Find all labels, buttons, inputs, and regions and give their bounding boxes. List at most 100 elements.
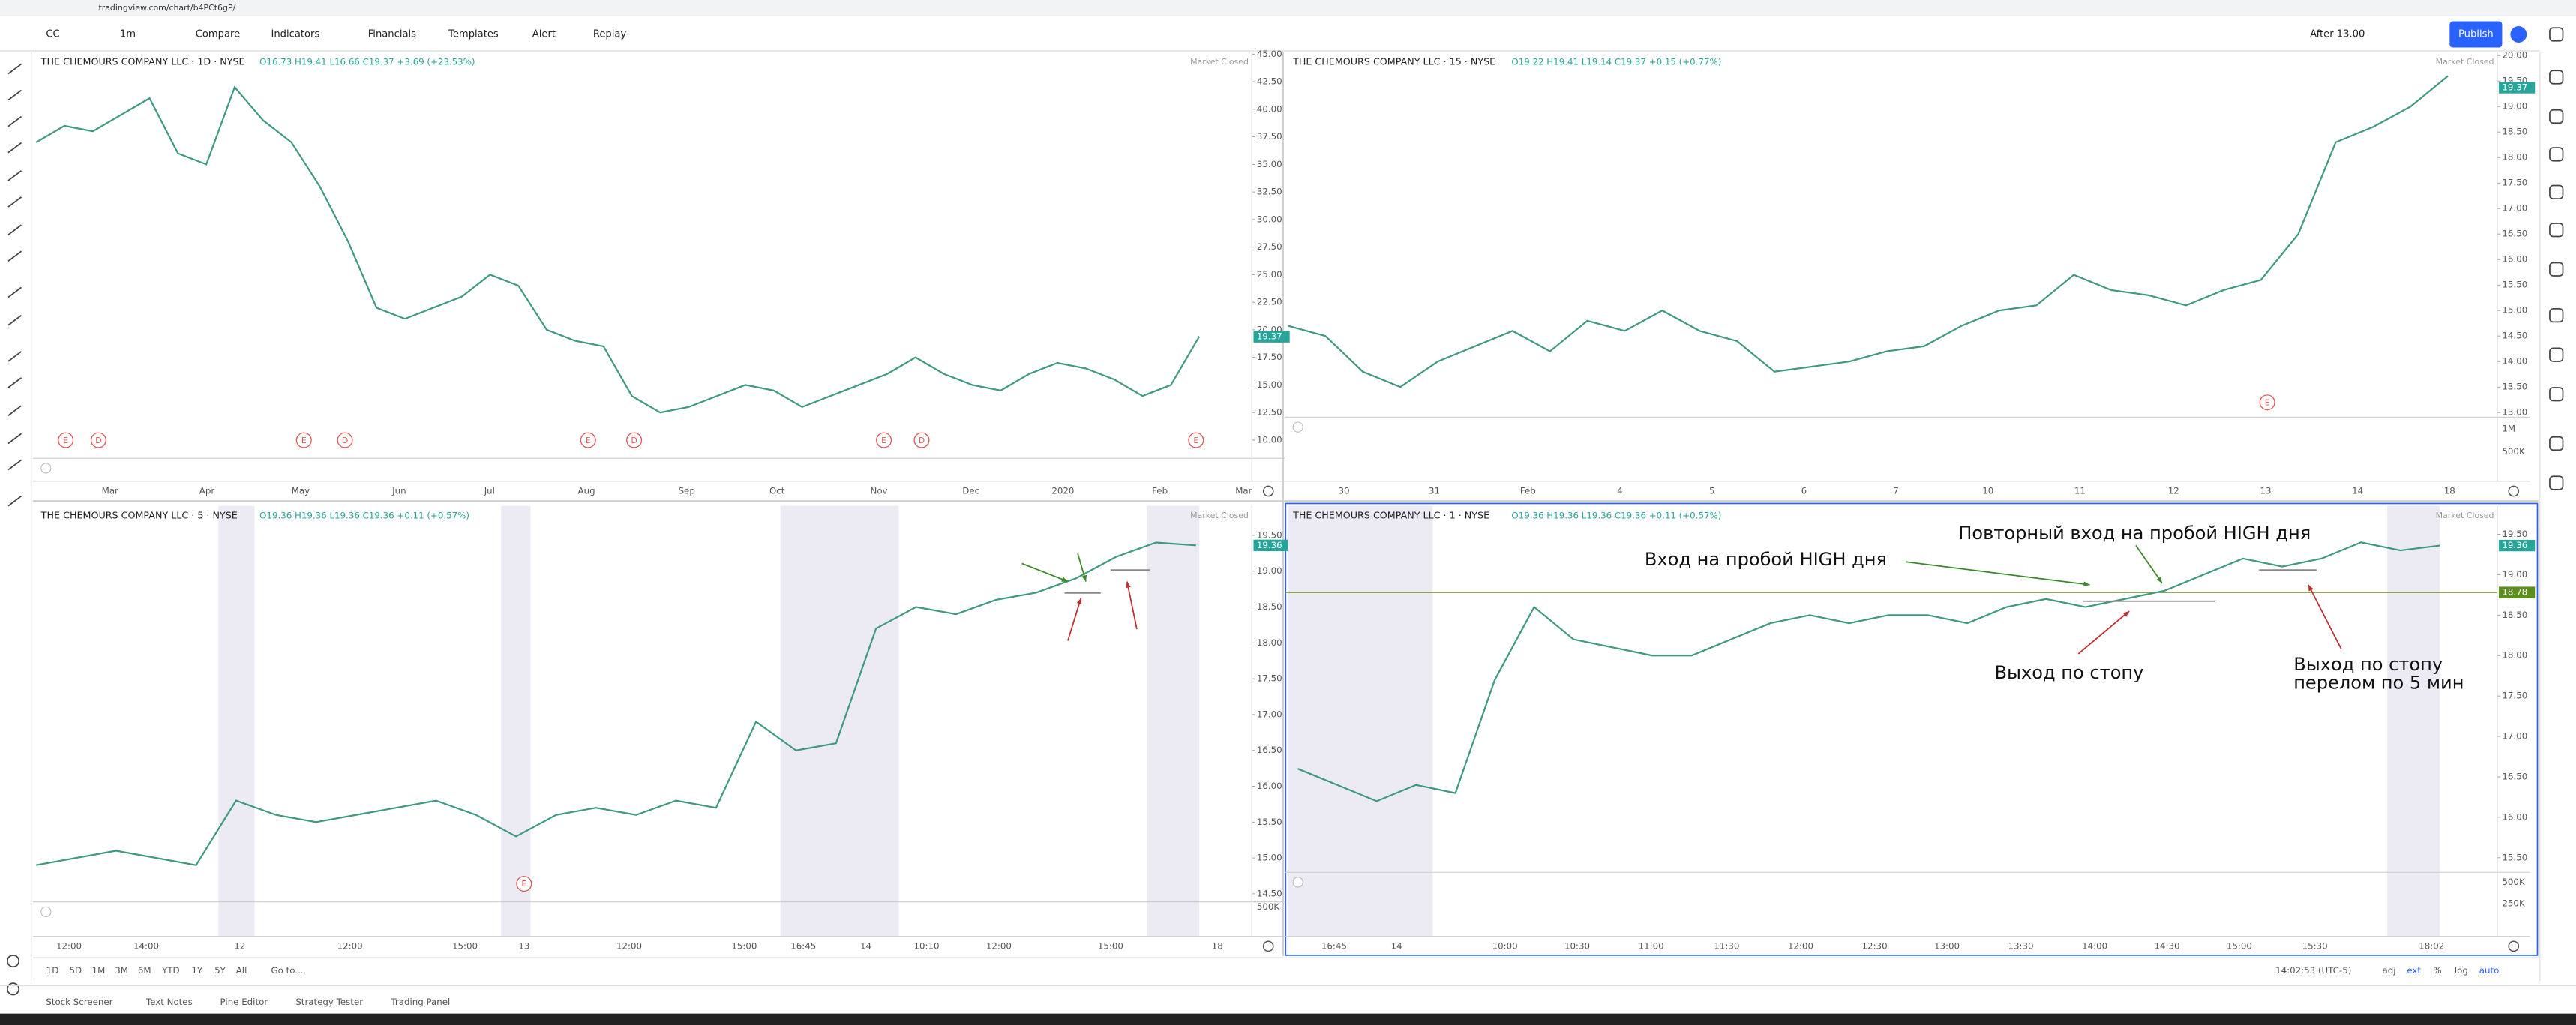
level-tag xyxy=(2499,586,2536,598)
scale-option[interactable]: % xyxy=(2433,965,2441,976)
goto-button[interactable]: Go to... xyxy=(271,965,303,976)
collapse-button[interactable] xyxy=(40,463,52,474)
y-tick-label: 18.00 xyxy=(2502,650,2527,661)
market-status: Market Closed xyxy=(1190,57,1249,67)
side-icon[interactable] xyxy=(2549,436,2564,451)
side-icon[interactable] xyxy=(2549,475,2564,490)
side-icon[interactable] xyxy=(2549,184,2564,199)
settings-icon[interactable] xyxy=(1262,940,1274,952)
event-marker[interactable] xyxy=(876,432,892,448)
y-tick-label: 16.50 xyxy=(2502,229,2527,239)
tool-icon[interactable] xyxy=(7,495,22,507)
last-price-tag xyxy=(1253,331,1290,343)
tool-icon[interactable] xyxy=(7,115,22,127)
event-marker[interactable] xyxy=(90,432,106,448)
tool-icon[interactable] xyxy=(7,250,22,262)
range-button[interactable]: 3M xyxy=(115,965,128,976)
tool-icon[interactable] xyxy=(7,170,22,181)
play-button[interactable] xyxy=(2510,26,2527,43)
event-marker[interactable] xyxy=(626,432,643,448)
side-icon[interactable] xyxy=(2549,347,2564,362)
toolbar-layout[interactable]: After 13.00 xyxy=(2310,29,2365,40)
event-marker[interactable] xyxy=(295,432,312,448)
collapse-button[interactable] xyxy=(1292,421,1303,433)
tool-icon[interactable] xyxy=(7,377,22,388)
scale-option[interactable]: auto xyxy=(2479,965,2500,976)
tool-icon[interactable] xyxy=(7,286,22,298)
session-shade xyxy=(1288,505,1433,937)
tool-icon[interactable] xyxy=(7,405,22,416)
x-tick-label: Jun xyxy=(391,486,406,496)
tool-icon[interactable] xyxy=(7,433,22,445)
bottom-tab[interactable]: Text Notes xyxy=(145,997,193,1007)
side-icon[interactable] xyxy=(2549,147,2564,162)
side-icon[interactable] xyxy=(2549,262,2564,277)
side-icon[interactable] xyxy=(2549,109,2564,124)
range-button[interactable]: All xyxy=(236,965,247,976)
toolbar-replay[interactable]: Replay xyxy=(593,29,627,40)
toolbar-symbol[interactable]: CC xyxy=(46,29,59,40)
tool-icon[interactable] xyxy=(6,955,20,968)
tool-icon[interactable] xyxy=(7,224,22,235)
side-icon[interactable] xyxy=(2549,223,2564,238)
range-button[interactable]: YTD xyxy=(161,965,180,976)
side-icon[interactable] xyxy=(2549,387,2564,402)
scale-option[interactable]: log xyxy=(2455,965,2468,976)
x-tick-label: 12:00 xyxy=(56,940,82,951)
range-button[interactable]: 1M xyxy=(92,965,106,976)
settings-icon[interactable] xyxy=(1262,485,1274,497)
publish-label[interactable]: Publish xyxy=(2458,29,2494,40)
toolbar-indicators[interactable]: Indicators xyxy=(271,29,319,40)
settings-icon[interactable] xyxy=(2508,940,2520,952)
range-button[interactable]: 6M xyxy=(138,965,151,976)
scale-option[interactable]: ext xyxy=(2407,965,2421,976)
bottom-tab[interactable]: Stock Screener xyxy=(46,997,112,1007)
collapse-button[interactable] xyxy=(40,906,52,917)
y-tick-label: 16.00 xyxy=(2502,254,2527,265)
x-tick-label: 18:02 xyxy=(2419,940,2444,951)
tool-icon[interactable] xyxy=(6,982,20,996)
range-button[interactable]: 1D xyxy=(46,965,59,976)
tool-icon[interactable] xyxy=(7,63,22,75)
y-tick-label: 15.50 xyxy=(1257,817,1282,827)
side-icon[interactable] xyxy=(2549,307,2564,323)
range-button[interactable]: 5Y xyxy=(214,965,226,976)
bottom-tab[interactable]: Trading Panel xyxy=(390,997,450,1007)
toolbar-interval[interactable]: 1m xyxy=(120,29,136,40)
toolbar-templates[interactable]: Templates xyxy=(448,29,499,40)
range-button[interactable]: 5D xyxy=(69,965,82,976)
event-marker[interactable] xyxy=(1188,432,1204,448)
tool-icon[interactable] xyxy=(7,196,22,208)
event-marker[interactable] xyxy=(2259,394,2275,411)
toolbar-alert[interactable]: Alert xyxy=(532,29,556,40)
collapse-button[interactable] xyxy=(1292,877,1303,888)
event-marker[interactable] xyxy=(337,432,353,448)
event-marker[interactable] xyxy=(58,432,74,448)
side-icon[interactable] xyxy=(2549,70,2564,85)
event-marker[interactable] xyxy=(580,432,596,448)
event-marker[interactable] xyxy=(913,432,930,448)
tool-icon[interactable] xyxy=(7,89,22,101)
bottom-tab[interactable]: Strategy Tester xyxy=(295,997,363,1007)
arrow xyxy=(1021,562,1069,583)
x-tick-label: 31 xyxy=(1429,486,1440,496)
range-button[interactable]: 1Y xyxy=(192,965,204,976)
toolbar-financials[interactable]: Financials xyxy=(368,29,416,40)
settings-icon[interactable] xyxy=(2508,485,2520,497)
side-icon[interactable] xyxy=(2549,27,2564,42)
bottom-tab[interactable]: Pine Editor xyxy=(220,997,268,1007)
tool-icon[interactable] xyxy=(7,142,22,154)
event-marker[interactable] xyxy=(516,876,532,892)
url[interactable]: tradingview.com/chart/b4PCt6gP/ xyxy=(98,3,235,13)
market-status: Market Closed xyxy=(2436,57,2494,67)
toolbar-compare[interactable]: Compare xyxy=(196,29,241,40)
last-price-label: 19.37 xyxy=(1257,331,1282,342)
session-shade xyxy=(2387,505,2440,937)
y-tick-label: 27.50 xyxy=(1257,241,1282,252)
tool-icon[interactable] xyxy=(7,351,22,362)
publish-button[interactable] xyxy=(2449,21,2503,48)
y-tick-label: 17.50 xyxy=(2502,178,2527,188)
tool-icon[interactable] xyxy=(7,459,22,471)
tool-icon[interactable] xyxy=(7,314,22,326)
scale-option[interactable]: adj xyxy=(2382,965,2395,976)
